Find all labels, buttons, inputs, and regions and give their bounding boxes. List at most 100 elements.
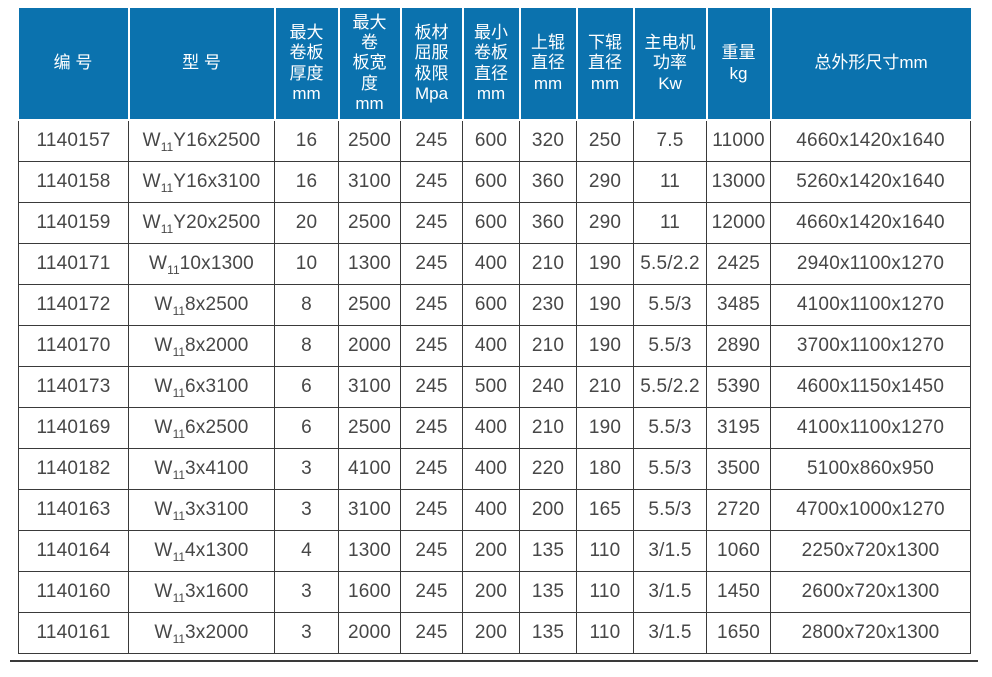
col-header-upper-roller: 上辊 直径 mm (518, 8, 578, 121)
cell-upper-roller: 320 (519, 119, 577, 162)
cell-code: 1140182 (18, 447, 129, 490)
cell-yield-limit: 245 (400, 324, 463, 367)
cell-model: W11Y16x3100 (128, 160, 275, 203)
model-rest: 10x1300 (179, 252, 254, 274)
model-rest: 4x1300 (185, 539, 249, 561)
table-row: 1140170 W118x2000 8 2000 245 400 210 190… (18, 324, 971, 367)
cell-model: W113x4100 (128, 447, 275, 490)
cell-model: W118x2000 (128, 324, 275, 367)
model-base: W (154, 580, 173, 602)
model-subscript: 11 (160, 221, 174, 236)
cell-yield-limit: 245 (400, 365, 463, 408)
cell-code: 1140160 (18, 570, 129, 613)
cell-yield-limit: 245 (400, 488, 463, 531)
table-row: 1140160 W113x1600 3 1600 245 200 135 110… (18, 570, 971, 613)
cell-lower-roller: 190 (576, 283, 634, 326)
model-rest: 8x2500 (185, 293, 249, 315)
cell-model: W1110x1300 (128, 242, 275, 285)
cell-max-width: 1300 (338, 242, 401, 285)
cell-upper-roller: 210 (519, 242, 577, 285)
cell-upper-roller: 220 (519, 447, 577, 490)
cell-max-width: 2500 (338, 283, 401, 326)
col-header-model: 型 号 (127, 8, 276, 121)
cell-min-diameter: 600 (462, 201, 520, 244)
table-row: 1140163 W113x3100 3 3100 245 400 200 165… (18, 488, 971, 531)
cell-code: 1140169 (18, 406, 129, 449)
cell-lower-roller: 190 (576, 324, 634, 367)
cell-model: W113x3100 (128, 488, 275, 531)
cell-dimensions: 4100x1100x1270 (770, 283, 971, 326)
cell-code: 1140163 (18, 488, 129, 531)
cell-code: 1140158 (18, 160, 129, 203)
cell-max-width: 4100 (338, 447, 401, 490)
model-base: W (154, 375, 173, 397)
cell-max-thickness: 20 (274, 201, 339, 244)
cell-upper-roller: 230 (519, 283, 577, 326)
col-header-min-diameter: 最小 卷板 直径 mm (461, 8, 521, 121)
cell-lower-roller: 110 (576, 529, 634, 572)
cell-min-diameter: 400 (462, 242, 520, 285)
cell-max-width: 2000 (338, 611, 401, 654)
table-body: 1140157 W11Y16x2500 16 2500 245 600 320 … (18, 119, 971, 654)
cell-yield-limit: 245 (400, 119, 463, 162)
model-subscript: 11 (172, 508, 186, 523)
cell-weight: 1060 (706, 529, 771, 572)
model-rest: Y20x2500 (173, 211, 261, 233)
cell-upper-roller: 360 (519, 201, 577, 244)
cell-code: 1140159 (18, 201, 129, 244)
cell-motor-power: 5.5/3 (633, 324, 707, 367)
model-subscript: 11 (172, 590, 186, 605)
cell-dimensions: 3700x1100x1270 (770, 324, 971, 367)
model-base: W (142, 170, 161, 192)
col-header-lower-roller-label: 下辊 直径 mm (588, 33, 622, 93)
cell-yield-limit: 245 (400, 406, 463, 449)
cell-weight: 2890 (706, 324, 771, 367)
cell-max-thickness: 3 (274, 447, 339, 490)
cell-max-width: 1600 (338, 570, 401, 613)
table-row: 1140158 W11Y16x3100 16 3100 245 600 360 … (18, 160, 971, 203)
bottom-rule-divider (10, 659, 978, 662)
table-row: 1140161 W113x2000 3 2000 245 200 135 110… (18, 611, 971, 654)
col-header-max-thickness: 最大 卷板 厚度 mm (273, 8, 340, 121)
model-subscript: 11 (172, 303, 186, 318)
cell-model: W113x1600 (128, 570, 275, 613)
cell-code: 1140157 (18, 119, 129, 162)
cell-upper-roller: 360 (519, 160, 577, 203)
table-row: 1140182 W113x4100 3 4100 245 400 220 180… (18, 447, 971, 490)
cell-max-thickness: 3 (274, 570, 339, 613)
col-header-motor-power-label: 主电机 功率 Kw (644, 33, 696, 93)
cell-min-diameter: 200 (462, 611, 520, 654)
cell-lower-roller: 180 (576, 447, 634, 490)
cell-lower-roller: 290 (576, 160, 634, 203)
cell-yield-limit: 245 (400, 529, 463, 572)
table-row: 1140173 W116x3100 6 3100 245 500 240 210… (18, 365, 971, 408)
table-row: 1140172 W118x2500 8 2500 245 600 230 190… (18, 283, 971, 326)
cell-weight: 2720 (706, 488, 771, 531)
cell-motor-power: 7.5 (633, 119, 707, 162)
cell-weight: 13000 (706, 160, 771, 203)
model-rest: 6x3100 (185, 375, 249, 397)
model-rest: 6x2500 (185, 416, 249, 438)
model-subscript: 11 (160, 180, 174, 195)
cell-upper-roller: 135 (519, 611, 577, 654)
cell-code: 1140170 (18, 324, 129, 367)
cell-motor-power: 11 (633, 201, 707, 244)
cell-min-diameter: 200 (462, 529, 520, 572)
cell-model: W11Y20x2500 (128, 201, 275, 244)
cell-dimensions: 4700x1000x1270 (770, 488, 971, 531)
col-header-upper-roller-label: 上辊 直径 mm (531, 33, 565, 93)
table-header: 编 号 型 号 最大 卷板 厚度 mm 最大 卷 板宽 度 mm 板材 屈服 极… (18, 8, 971, 121)
model-base: W (154, 457, 173, 479)
cell-code: 1140172 (18, 283, 129, 326)
cell-min-diameter: 400 (462, 447, 520, 490)
model-base: W (154, 539, 173, 561)
cell-dimensions: 2600x720x1300 (770, 570, 971, 613)
cell-min-diameter: 400 (462, 406, 520, 449)
model-rest: Y16x2500 (173, 129, 261, 151)
table-row: 1140164 W114x1300 4 1300 245 200 135 110… (18, 529, 971, 572)
cell-max-thickness: 6 (274, 365, 339, 408)
cell-lower-roller: 210 (576, 365, 634, 408)
cell-motor-power: 5.5/3 (633, 406, 707, 449)
model-subscript: 11 (172, 549, 186, 564)
cell-model: W118x2500 (128, 283, 275, 326)
